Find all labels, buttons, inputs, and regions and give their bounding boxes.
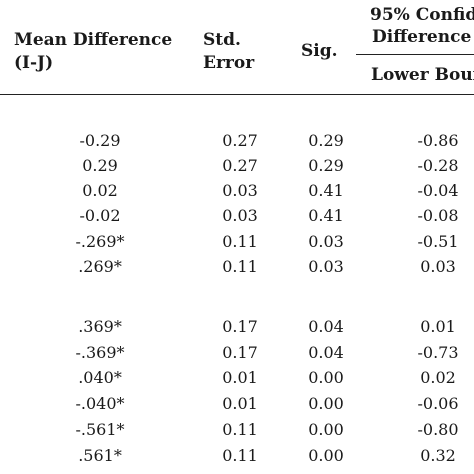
- cell-sig: 0.04: [308, 343, 344, 362]
- cell-mean-difference: .040*: [78, 368, 122, 387]
- cell-mean-difference: -0.29: [79, 131, 121, 150]
- cell-sig: 0.41: [308, 181, 344, 200]
- cell-mean-difference: .269*: [78, 257, 122, 276]
- cell-lower-bound: -0.86: [417, 131, 459, 150]
- cell-sig: 0.00: [308, 446, 344, 465]
- cell-mean-difference: .561*: [78, 446, 122, 465]
- cell-lower-bound: 0.32: [420, 446, 456, 465]
- header-ci-rule: [356, 54, 474, 55]
- header-ci-line1: 95% Confidence: [370, 5, 474, 25]
- cell-mean-difference: .369*: [78, 317, 122, 336]
- cell-std-error: 0.27: [222, 131, 258, 150]
- cell-std-error: 0.03: [222, 181, 258, 200]
- cell-std-error: 0.11: [222, 446, 258, 465]
- cell-lower-bound: -0.08: [417, 206, 459, 225]
- cell-sig: 0.03: [308, 257, 344, 276]
- cell-std-error: 0.27: [222, 156, 258, 175]
- header-mean-difference: Mean Difference: [14, 30, 173, 50]
- header-sig: Sig.: [301, 41, 338, 61]
- cell-lower-bound: -0.51: [417, 232, 459, 251]
- cell-sig: 0.00: [308, 394, 344, 413]
- cell-sig: 0.03: [308, 232, 344, 251]
- cell-std-error: 0.01: [222, 368, 258, 387]
- cell-mean-difference: -.369*: [75, 343, 125, 362]
- header-mean-difference-sub: (I-J): [14, 53, 54, 73]
- cell-mean-difference: -.561*: [75, 420, 125, 439]
- cell-sig: 0.29: [308, 131, 344, 150]
- cell-mean-difference: -.269*: [75, 232, 125, 251]
- header-std-error-line2: Error: [203, 53, 255, 73]
- cell-std-error: 0.03: [222, 206, 258, 225]
- cell-lower-bound: -0.06: [417, 394, 459, 413]
- cell-sig: 0.41: [308, 206, 344, 225]
- cell-lower-bound: -0.80: [417, 420, 459, 439]
- header-bottom-rule: [0, 94, 474, 95]
- cell-mean-difference: 0.29: [82, 156, 118, 175]
- cell-mean-difference: -0.02: [79, 206, 121, 225]
- cell-lower-bound: 0.02: [420, 368, 456, 387]
- cell-sig: 0.00: [308, 368, 344, 387]
- cell-mean-difference: 0.02: [82, 181, 118, 200]
- cell-lower-bound: -0.28: [417, 156, 459, 175]
- cell-std-error: 0.11: [222, 232, 258, 251]
- cell-lower-bound: -0.04: [417, 181, 459, 200]
- header-lower-bound: Lower Bound: [371, 65, 474, 85]
- cell-sig: 0.04: [308, 317, 344, 336]
- cell-lower-bound: 0.03: [420, 257, 456, 276]
- cell-lower-bound: -0.73: [417, 343, 459, 362]
- cell-std-error: 0.11: [222, 257, 258, 276]
- cell-sig: 0.29: [308, 156, 344, 175]
- cell-std-error: 0.11: [222, 420, 258, 439]
- cell-sig: 0.00: [308, 420, 344, 439]
- header-ci-line2: Difference: [372, 27, 472, 47]
- cell-std-error: 0.17: [222, 317, 258, 336]
- cell-lower-bound: 0.01: [420, 317, 456, 336]
- cell-std-error: 0.17: [222, 343, 258, 362]
- cell-mean-difference: -.040*: [75, 394, 125, 413]
- header-std-error-line1: Std.: [203, 30, 241, 50]
- cell-std-error: 0.01: [222, 394, 258, 413]
